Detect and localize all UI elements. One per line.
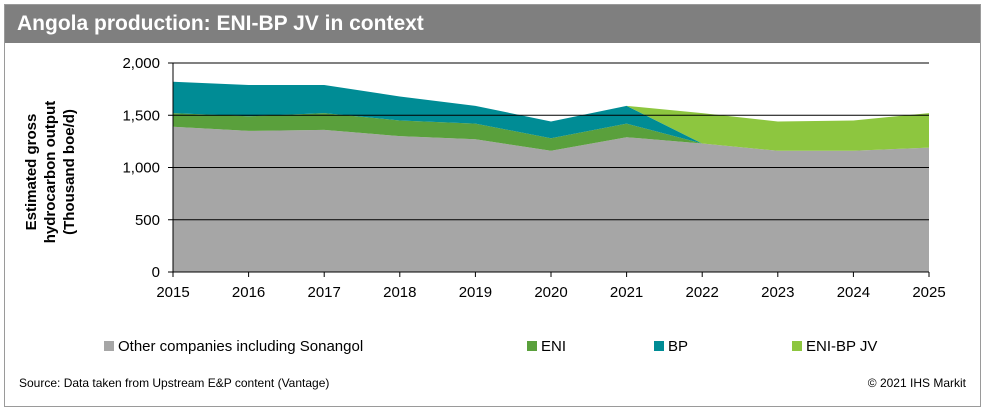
axes: 0 500 1,000 1,500 2,000 2015 2016 2017 2018 2019 2… bbox=[122, 55, 945, 301]
series-areas bbox=[173, 81, 929, 273]
x-tick-label: 2017 bbox=[308, 284, 341, 301]
legend-label: Other companies including Sonangol bbox=[118, 338, 363, 355]
x-tick-label: 2018 bbox=[383, 284, 416, 301]
series-area-eni bbox=[173, 113, 929, 151]
series-area-eni-bp-jv bbox=[173, 81, 929, 151]
x-tick-label: 2021 bbox=[610, 284, 643, 301]
legend-label: BP bbox=[668, 338, 688, 355]
x-tick-label: 2025 bbox=[912, 284, 945, 301]
x-tick-label: 2023 bbox=[761, 284, 794, 301]
series-area-other-companies-including-sonangol bbox=[173, 126, 929, 273]
x-tick-label: 2015 bbox=[156, 284, 189, 301]
legend-swatch bbox=[792, 341, 802, 351]
y-tick-label: 2,000 bbox=[122, 55, 160, 72]
source-note: Source: Data taken from Upstream E&P con… bbox=[19, 376, 330, 390]
y-tick-label: 1,500 bbox=[122, 107, 160, 124]
x-tick-label: 2019 bbox=[459, 284, 492, 301]
gridlines bbox=[173, 62, 929, 221]
legend-swatch bbox=[104, 341, 114, 351]
x-tick-label: 2020 bbox=[534, 284, 567, 301]
y-tick-label: 500 bbox=[135, 212, 160, 229]
series-area-bp bbox=[173, 81, 929, 151]
chart-title: Angola production: ENI-BP JV in context bbox=[17, 12, 424, 35]
legend-label: ENI bbox=[541, 338, 566, 355]
legend: Other companies including Sonangol ENI BP E… bbox=[104, 338, 877, 355]
y-tick-label: 0 bbox=[152, 264, 160, 281]
y-axis-label-line-1: Estimated gross bbox=[23, 114, 40, 231]
y-axis-label-line-2: hydrocarbon output bbox=[42, 101, 59, 244]
title-bar: Angola production: ENI-BP JV in context bbox=[5, 5, 980, 43]
x-tick-label: 2016 bbox=[232, 284, 265, 301]
y-axis-label-line-3: (Thousand boe/d) bbox=[61, 109, 78, 235]
copyright-note: © 2021 IHS Markit bbox=[867, 376, 966, 390]
x-tick-label: 2022 bbox=[686, 284, 719, 301]
x-tick-label: 2024 bbox=[837, 284, 870, 301]
legend-swatch bbox=[527, 341, 537, 351]
legend-swatch bbox=[654, 341, 664, 351]
y-tick-label: 1,000 bbox=[122, 160, 160, 177]
legend-label: ENI-BP JV bbox=[806, 338, 877, 355]
